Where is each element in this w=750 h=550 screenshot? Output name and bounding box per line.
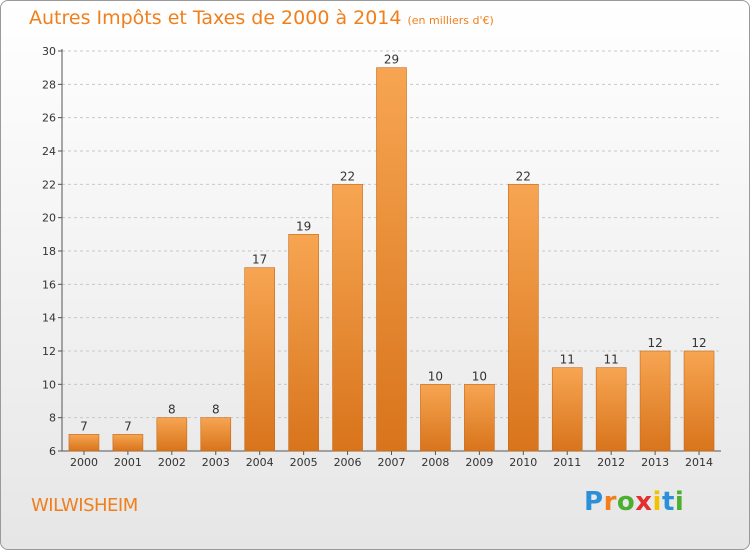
y-tick-label: 12 [42, 345, 56, 358]
y-tick-label: 14 [42, 312, 56, 325]
data-label-2007: 29 [384, 53, 399, 67]
logo-letter: t [661, 487, 675, 517]
bar-2000 [68, 434, 100, 452]
x-tick-label-2009: 2009 [465, 456, 493, 469]
x-tick-label-2007: 2007 [378, 456, 406, 469]
x-tick-label-2003: 2003 [202, 456, 230, 469]
bar-2006 [332, 184, 363, 452]
chart-title: Autres Impôts et Taxes de 2000 à 2014 (en… [29, 7, 494, 29]
y-tick-label: 24 [42, 145, 56, 158]
x-tick-label-2010: 2010 [509, 456, 537, 469]
logo-letter: x [635, 487, 653, 517]
bar-2002 [156, 417, 188, 452]
data-label-2001: 7 [124, 419, 132, 433]
bars [68, 67, 715, 452]
data-label-2002: 8 [168, 403, 176, 417]
chart-title-text: Autres Impôts et Taxes de 2000 à 2014 [29, 7, 402, 29]
logo-letter: o [616, 487, 636, 517]
y-tick-label: 18 [42, 245, 56, 258]
logo-letter: i [674, 487, 685, 517]
data-label-2009: 10 [472, 369, 487, 383]
bar-2014 [683, 350, 715, 452]
data-label-2010: 22 [516, 169, 531, 183]
data-label-2000: 7 [80, 419, 88, 433]
y-tick-label: 8 [49, 412, 56, 425]
data-label-2008: 10 [428, 369, 443, 383]
bar-2012 [595, 367, 627, 452]
data-label-2011: 11 [560, 353, 575, 367]
y-tick-label: 20 [42, 212, 56, 225]
y-tick-label: 16 [42, 278, 56, 291]
x-tick-label-2002: 2002 [158, 456, 186, 469]
x-tick-label-2012: 2012 [597, 456, 625, 469]
x-tick-label-2011: 2011 [553, 456, 581, 469]
bar-2008 [420, 384, 451, 452]
data-label-2003: 8 [212, 403, 220, 417]
bar-2011 [551, 367, 583, 452]
y-tick-label: 30 [42, 45, 56, 58]
logo-letter: P [584, 487, 604, 517]
x-tick-label-2008: 2008 [421, 456, 449, 469]
y-tick-label: 6 [49, 445, 56, 458]
data-label-2012: 11 [604, 353, 619, 367]
chart-subtitle: (en milliers d'€) [407, 14, 494, 27]
y-tick-label: 22 [42, 178, 56, 191]
bar-2005 [288, 234, 319, 452]
y-tick-label: 26 [42, 112, 56, 125]
x-tick-label-2005: 2005 [290, 456, 318, 469]
bar-2009 [464, 384, 495, 452]
data-label-2005: 19 [296, 219, 311, 233]
y-tick-label: 10 [42, 378, 56, 391]
logo-letter: r [603, 487, 617, 517]
data-label-2004: 17 [252, 253, 267, 267]
logo-letter: i [652, 487, 662, 517]
bar-2013 [639, 350, 671, 452]
bar-2007 [376, 67, 407, 452]
x-tick-label-2014: 2014 [685, 456, 713, 469]
x-tick-label-2001: 2001 [114, 456, 142, 469]
labels: 7 2000 7 2001 8 2002 8 2003 17 2004 19 2005 22 2006 29… [70, 53, 713, 469]
x-tick-label-2004: 2004 [246, 456, 274, 469]
data-label-2014: 12 [691, 336, 706, 350]
y-tick-label: 28 [42, 78, 56, 91]
location-label: WILWISHEIM [31, 495, 138, 516]
x-tick-label-2013: 2013 [641, 456, 669, 469]
x-tick-label-2000: 2000 [70, 456, 98, 469]
data-label-2013: 12 [647, 336, 662, 350]
bar-2003 [200, 417, 232, 452]
bar-2004 [244, 267, 275, 452]
x-tick-label-2006: 2006 [334, 456, 362, 469]
proxiti-logo: Proxiti [584, 487, 684, 517]
bar-2001 [112, 434, 144, 452]
data-label-2006: 22 [340, 169, 355, 183]
bar-2010 [507, 184, 539, 452]
